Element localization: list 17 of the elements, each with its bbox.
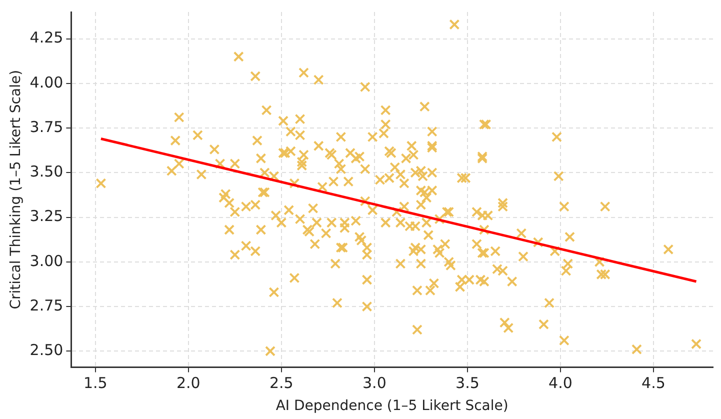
x-tick-label: 2.0 bbox=[176, 374, 200, 392]
y-tick-label: 2.50 bbox=[30, 341, 64, 360]
x-tick-label: 4.0 bbox=[548, 374, 572, 392]
y-tick-label: 3.75 bbox=[30, 118, 64, 136]
x-tick-label: 3.5 bbox=[456, 374, 480, 392]
x-tick-label: 3.0 bbox=[362, 374, 386, 392]
x-axis-title: AI Dependence (1–5 Likert Scale) bbox=[276, 398, 508, 414]
x-tick-label: 1.5 bbox=[83, 374, 108, 392]
x-tick-label: 4.5 bbox=[642, 374, 666, 392]
y-tick-label: 3.00 bbox=[30, 252, 64, 270]
y-tick-label: 3.50 bbox=[30, 162, 64, 181]
y-tick-label: 4.25 bbox=[30, 28, 64, 47]
y-axis-title: Critical Thinking (1–5 Likert Scale) bbox=[8, 70, 24, 310]
y-tick-label: 4.00 bbox=[30, 73, 64, 92]
y-tick-label: 2.75 bbox=[30, 296, 64, 314]
x-tick-label: 2.5 bbox=[269, 374, 294, 392]
y-tick-label: 3.25 bbox=[30, 207, 64, 226]
